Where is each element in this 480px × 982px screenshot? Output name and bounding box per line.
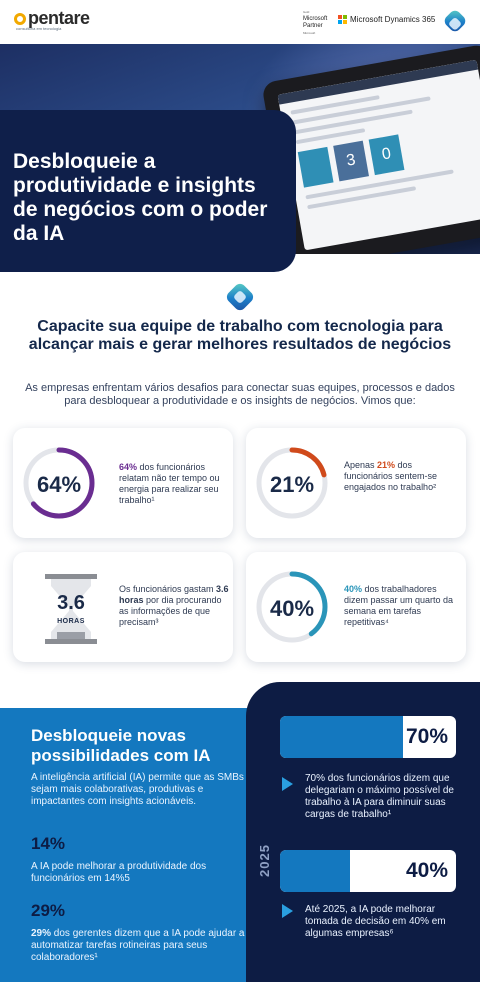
stat-unit: HORAS [57, 618, 85, 625]
progress-ring [23, 447, 95, 519]
hero-title-card [0, 110, 296, 272]
logo-text: pentare [28, 8, 90, 28]
microsoft-squares-icon [338, 15, 347, 24]
stat-description: 64% dos funcionários relatam não ter tem… [119, 462, 220, 505]
bar-fill [280, 716, 404, 758]
stat-description: Apenas 21% dos funcionários sentem-se en… [344, 460, 438, 492]
stat-description: 29% dos gerentes dizem que a IA pode aju… [31, 928, 245, 963]
section-heading: Capacite sua equipe de trabalho com tecn… [28, 318, 452, 353]
progress-ring [256, 571, 328, 643]
partner-line2: Partner [303, 23, 323, 29]
partner-line1: Microsoft [303, 16, 328, 22]
bar-description: Até 2025, a IA pode melhorar tomada de d… [305, 904, 446, 939]
bar-value: 70% [405, 725, 448, 748]
copilot-icon [224, 281, 256, 313]
dynamics-365-logo: Microsoft Dynamics 365 [338, 15, 435, 24]
stat-value: 29% [31, 901, 66, 920]
arrow-icon [282, 777, 293, 791]
bottom-title: Desbloqueie novas possibilidades com IA [31, 726, 211, 765]
stat-description: Os funcionários gastam 3.6 horas por dia… [119, 584, 229, 627]
percent-bar: 70% [280, 716, 456, 758]
pentare-logo[interactable]: pentare [14, 8, 90, 29]
partner-gold: Gold [303, 10, 310, 14]
microsoft-partner-badge: Gold Microsoft Partner Microsoft [303, 9, 333, 37]
stat-value: 40% [269, 596, 315, 621]
percent-bar: 40% [280, 850, 456, 892]
bar-value: 40% [405, 859, 448, 882]
stat-description: 40% dos trabalhadores dizem passar um qu… [344, 584, 454, 627]
bottom-paragraph: A inteligência artificial (IA) permite q… [31, 772, 244, 807]
stat-card: 40% 40% dos trabalhadores dizem passar u… [246, 552, 466, 662]
arrow-icon [282, 904, 293, 918]
stat-value: 64% [36, 472, 82, 497]
tablet-screen: 3 0 [277, 59, 480, 251]
intro-paragraph: As empresas enfrentam vários desafios pa… [25, 382, 455, 407]
stat-card: 21% Apenas 21% dos funcionários sentem-s… [246, 428, 466, 538]
bar-fill [280, 850, 351, 892]
stat-card: 3.6 HORAS Os funcionários gastam 3.6 hor… [13, 552, 233, 662]
stat-value: 14% [31, 834, 66, 853]
bar-description: 70% dos funcionários dizem que delegaria… [305, 773, 454, 820]
hero-title: Desbloqueie a produtividade e insights d… [13, 150, 268, 245]
dynamics-label: Microsoft Dynamics 365 [350, 15, 436, 24]
copilot-icon [442, 8, 468, 34]
pentare-logo-icon [14, 13, 26, 25]
partner-ms: Microsoft [303, 31, 316, 35]
screen-tile: 0 [368, 134, 405, 176]
stat-description: A IA pode melhorar a produtividade dos f… [31, 861, 207, 884]
hourglass-icon [45, 574, 97, 644]
stat-card: 64% 64% dos funcionários relatam não ter… [13, 428, 233, 538]
year-label: 2025 [256, 844, 272, 877]
stat-value: 21% [269, 472, 315, 497]
stat-value: 3.6 [57, 592, 85, 614]
screen-tile [297, 146, 334, 188]
progress-ring [256, 447, 328, 519]
screen-tile: 3 [333, 140, 369, 182]
logo-subtitle: consultoria em tecnologia [16, 26, 62, 31]
header-bar: pentare consultoria em tecnologia Gold M… [0, 0, 480, 44]
